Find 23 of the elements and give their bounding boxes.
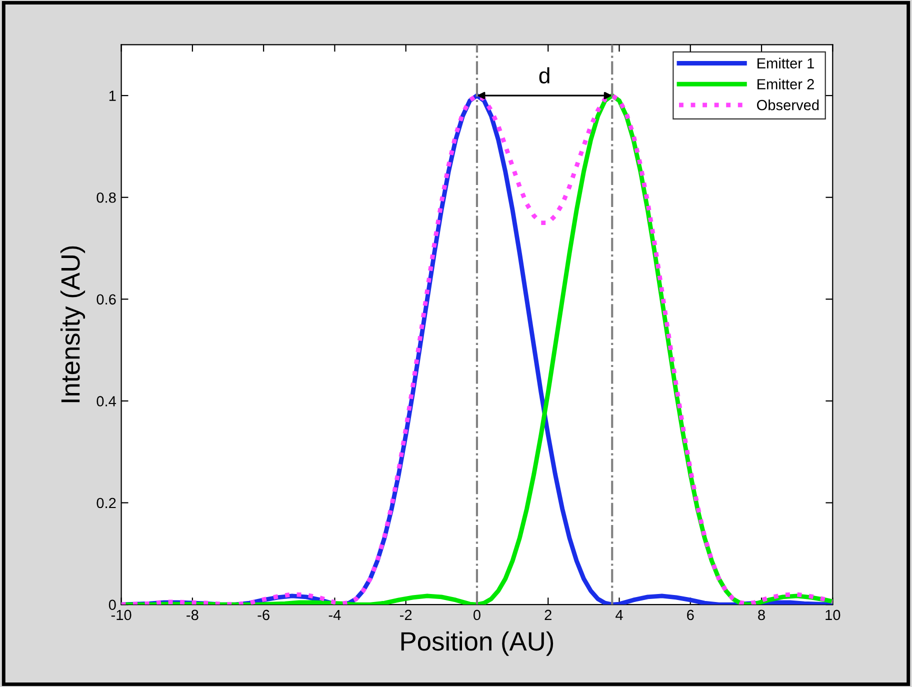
x-tick-label: -2 <box>400 610 412 620</box>
x-tick-label: 4 <box>616 610 623 620</box>
x-tick-label: 0 <box>473 610 480 620</box>
x-tick-label: 8 <box>758 610 765 620</box>
legend-label: Emitter 2 <box>758 78 814 90</box>
x-tick-label: 10 <box>826 610 840 620</box>
x-tick-label: -10 <box>111 610 132 620</box>
x-tick-label: -4 <box>328 610 341 620</box>
y-tick-label: 0.6 <box>96 294 116 305</box>
x-axis-title: Position (AU) <box>401 631 554 656</box>
x-tick-label: 2 <box>544 610 552 620</box>
y-tick-label: 0.8 <box>96 192 116 203</box>
x-tick-label: -8 <box>186 610 198 620</box>
y-axis-title: Intensity (AU) <box>60 246 86 402</box>
x-tick-label: 6 <box>687 610 694 620</box>
x-tick-label: -6 <box>258 610 270 620</box>
legend-label: Observed <box>757 100 819 110</box>
legend-label: Emitter 1 <box>758 58 814 68</box>
annotation: d <box>539 67 550 84</box>
y-tick-label: 0.2 <box>96 498 116 508</box>
y-tick-label: 0.4 <box>96 396 116 406</box>
y-tick-label: 1 <box>109 90 116 101</box>
y-tick-label: 0 <box>108 600 116 610</box>
